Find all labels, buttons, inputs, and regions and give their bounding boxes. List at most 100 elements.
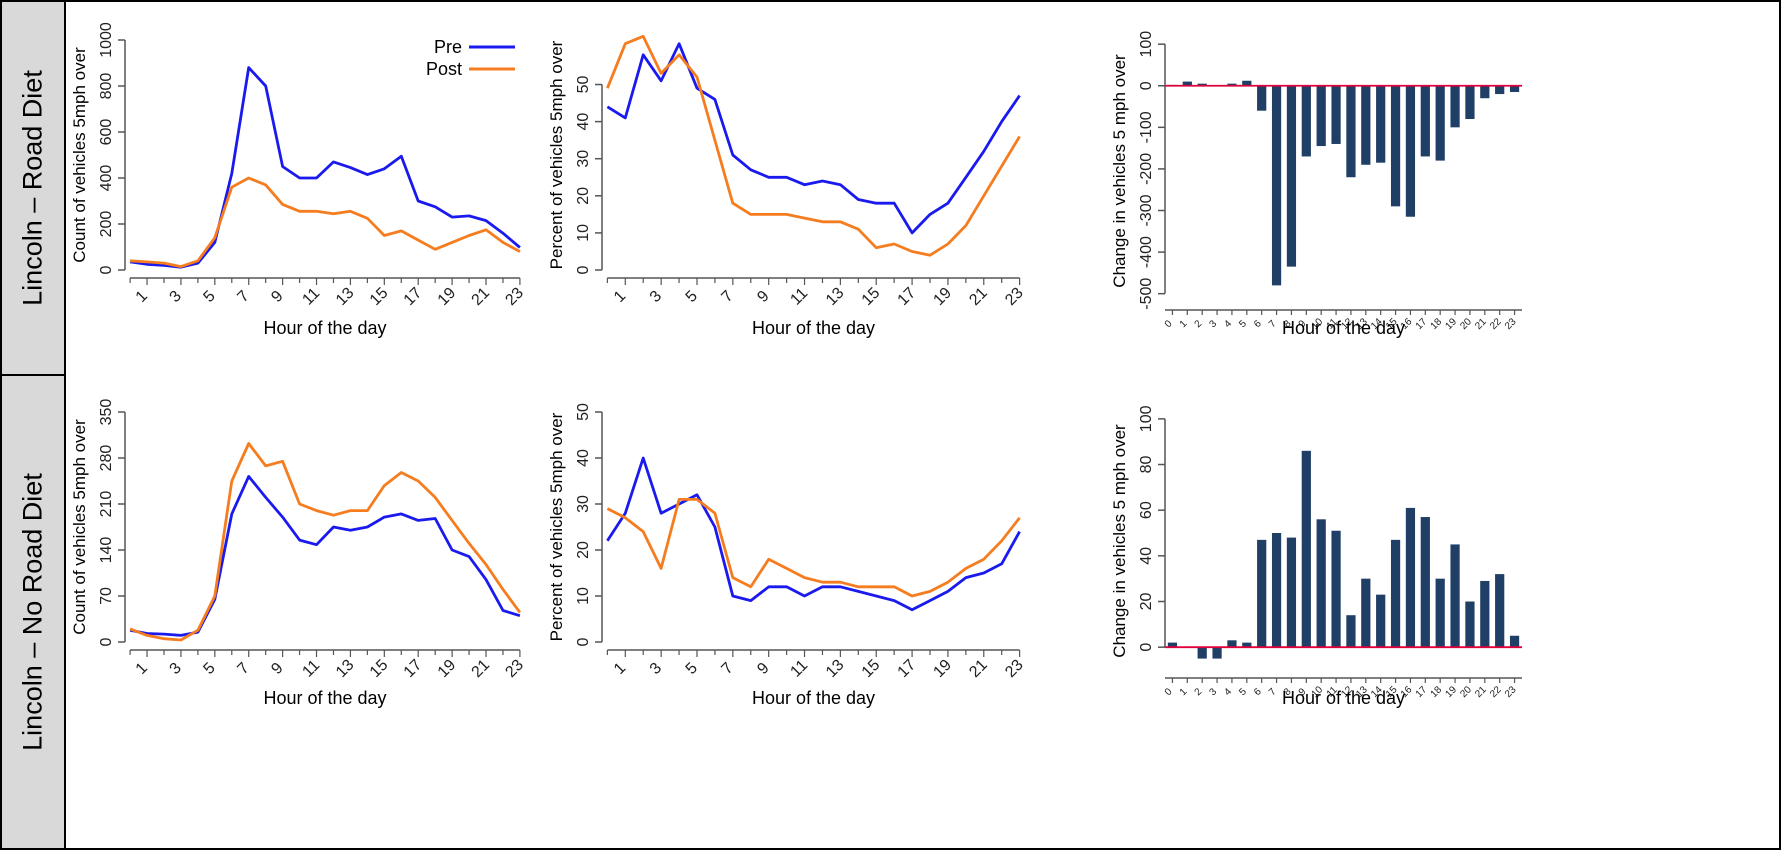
bar — [1509, 85, 1520, 92]
y-axis-label: Count of vehicles 5mph over — [70, 47, 89, 263]
bar — [1390, 539, 1401, 648]
y-tick-label: 20 — [575, 187, 592, 205]
series-line-pre — [129, 474, 521, 637]
chart-panel-3: -500 -400 -300 -200 -100 0 100 Change in vehicl… — [1110, 31, 1522, 338]
bar — [1242, 80, 1252, 86]
bar — [1376, 594, 1386, 648]
x-tick-label: 15 — [859, 656, 884, 681]
x-tick-label: 20 — [1458, 316, 1474, 332]
y-tick-label: 20 — [1138, 593, 1155, 611]
x-tick-label: 6 — [1252, 686, 1264, 698]
y-tick-label: -400 — [1138, 236, 1155, 268]
y-axis-label: Percent of vehicles 5mph over — [547, 412, 566, 641]
bar — [1390, 85, 1401, 207]
y-tick-label: 20 — [575, 541, 592, 559]
x-tick-label: 22 — [1488, 316, 1504, 332]
x-tick-label: 18 — [1429, 316, 1445, 332]
y-tick-label: 40 — [575, 113, 592, 131]
bar — [1361, 578, 1371, 648]
y-axis-label: Change in vehicles 5 mph over — [1110, 54, 1129, 288]
x-tick-label: 7 — [719, 660, 737, 678]
x-tick-label: 21 — [966, 656, 991, 681]
x-tick-label: 1 — [611, 660, 629, 678]
y-tick-label: 0 — [575, 637, 592, 646]
x-tick-label: 5 — [200, 660, 218, 678]
bar — [1271, 85, 1282, 286]
bar — [1286, 85, 1297, 267]
x-tick-label: 18 — [1429, 684, 1445, 700]
x-tick-label: 7 — [234, 660, 252, 678]
x-tick-label: 7 — [1267, 318, 1279, 330]
bar — [1301, 85, 1311, 157]
x-tick-label: 19 — [435, 656, 460, 681]
y-tick-label: 40 — [1138, 547, 1155, 565]
y-tick-label: 600 — [98, 119, 115, 146]
bar — [1495, 85, 1505, 95]
y-tick-label: 100 — [1138, 31, 1155, 58]
y-tick-label: 0 — [98, 637, 115, 646]
x-tick-label: 11 — [299, 285, 323, 309]
x-tick-label: 6 — [1252, 318, 1264, 330]
y-tick-label: 0 — [575, 265, 592, 274]
x-axis-label: Hour of the day — [263, 318, 386, 338]
x-tick-label: 5 — [1237, 318, 1249, 330]
x-tick-label: 3 — [1207, 686, 1219, 698]
x-tick-label: 19 — [435, 284, 460, 309]
x-tick-label: 9 — [268, 288, 286, 306]
chart-panel-4: 0 70 140 210 280 350 Count of vehicles 5mph ov… — [70, 399, 527, 708]
y-tick-label: 30 — [575, 150, 592, 168]
bar — [1316, 85, 1326, 147]
x-tick-label: 20 — [1458, 684, 1474, 700]
x-tick-label: 1 — [611, 288, 629, 306]
bar — [1227, 83, 1237, 86]
y-tick-label: 10 — [575, 224, 592, 242]
y-tick-label: 200 — [98, 211, 115, 238]
x-tick-label: 23 — [502, 656, 527, 681]
y-axis-label: Change in vehicles 5 mph over — [1110, 424, 1129, 658]
x-tick-label: 19 — [1443, 684, 1459, 700]
y-tick-label: -100 — [1138, 111, 1155, 143]
x-tick-label: 17 — [1414, 684, 1430, 700]
x-tick-label: 2 — [1193, 686, 1205, 698]
series-line-post — [606, 497, 1021, 598]
y-tick-label: 0 — [1138, 81, 1155, 90]
y-tick-label: 140 — [98, 537, 115, 564]
x-tick-label: 0 — [1163, 686, 1175, 698]
bar — [1480, 85, 1490, 99]
x-tick-label: 19 — [930, 656, 955, 681]
series-line-pre — [129, 66, 521, 269]
x-tick-label: 13 — [823, 284, 848, 309]
x-tick-label: 1 — [133, 660, 151, 678]
bar — [1346, 85, 1356, 178]
y-tick-label: 0 — [1138, 643, 1155, 652]
x-tick-label: 5 — [683, 660, 701, 678]
x-tick-label: 3 — [647, 288, 665, 306]
x-tick-label: 17 — [401, 284, 426, 309]
y-tick-label: 1000 — [98, 22, 115, 58]
x-tick-label: 9 — [268, 660, 286, 678]
x-axis-label: Hour of the day — [1282, 318, 1405, 338]
y-tick-label: 70 — [98, 587, 115, 605]
row-label-road-diet: Lincoln – Road Diet — [2, 2, 66, 376]
x-tick-label: 19 — [930, 284, 955, 309]
y-tick-label: -300 — [1138, 194, 1155, 226]
bar — [1197, 83, 1207, 86]
y-tick-label: 350 — [98, 399, 115, 426]
bar — [1465, 85, 1475, 120]
bar — [1376, 85, 1386, 163]
bar — [1167, 642, 1178, 648]
bar — [1435, 85, 1445, 161]
x-tick-label: 2 — [1193, 318, 1205, 330]
x-axis-label: Hour of the day — [1282, 688, 1405, 708]
x-tick-label: 7 — [234, 288, 252, 306]
x-tick-label: 15 — [367, 284, 392, 309]
x-tick-label: 23 — [1002, 656, 1027, 681]
bar — [1435, 578, 1445, 648]
x-tick-label: 5 — [683, 288, 701, 306]
bar — [1420, 85, 1430, 157]
x-axis-label: Hour of the day — [752, 688, 875, 708]
bar — [1182, 81, 1192, 86]
legend-label: Pre — [434, 37, 462, 57]
